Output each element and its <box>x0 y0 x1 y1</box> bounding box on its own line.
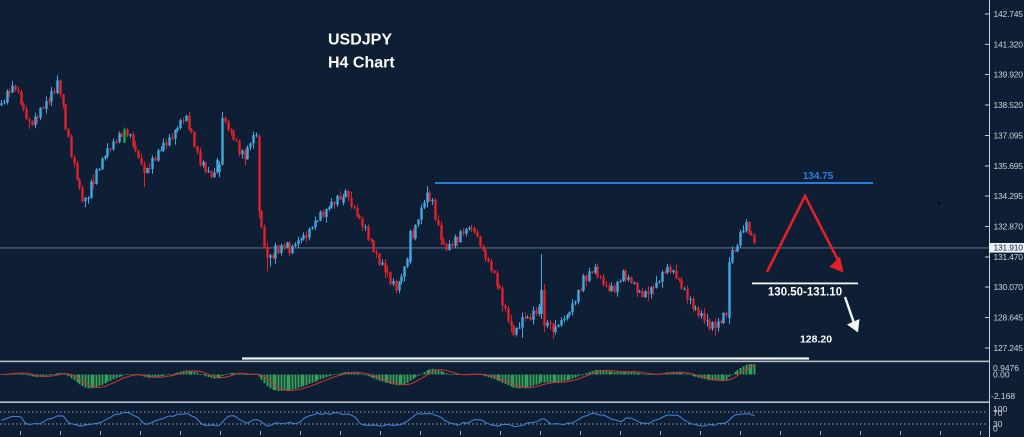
svg-text:128.645: 128.645 <box>994 313 1024 323</box>
svg-text:130.070: 130.070 <box>994 282 1024 292</box>
svg-text:134.295: 134.295 <box>994 191 1024 201</box>
svg-text:138.520: 138.520 <box>994 100 1024 110</box>
svg-text:H4 Chart: H4 Chart <box>328 55 395 72</box>
svg-text:142.745: 142.745 <box>994 9 1024 19</box>
svg-text:137.095: 137.095 <box>994 131 1024 141</box>
svg-text:30: 30 <box>993 419 1003 429</box>
svg-text:141.320: 141.320 <box>994 39 1024 49</box>
svg-text:USDJPY: USDJPY <box>328 32 392 49</box>
svg-text:0.9476: 0.9476 <box>993 363 1019 373</box>
svg-text:132.870: 132.870 <box>994 222 1024 232</box>
svg-text:131.470: 131.470 <box>994 252 1024 262</box>
svg-text:0: 0 <box>993 424 998 434</box>
svg-text:135.695: 135.695 <box>994 161 1024 171</box>
svg-text:128.20: 128.20 <box>800 334 832 346</box>
svg-text:139.920: 139.920 <box>994 70 1024 80</box>
svg-text:100: 100 <box>993 404 1007 414</box>
svg-text:131.910: 131.910 <box>994 243 1024 253</box>
svg-text:70: 70 <box>993 408 1003 418</box>
svg-text:127.245: 127.245 <box>994 343 1024 353</box>
svg-text:-2.168: -2.168 <box>991 391 1015 401</box>
svg-text:134.75: 134.75 <box>803 171 834 182</box>
svg-text:0.00: 0.00 <box>993 370 1010 380</box>
svg-text:130.50-131.10: 130.50-131.10 <box>768 287 842 299</box>
